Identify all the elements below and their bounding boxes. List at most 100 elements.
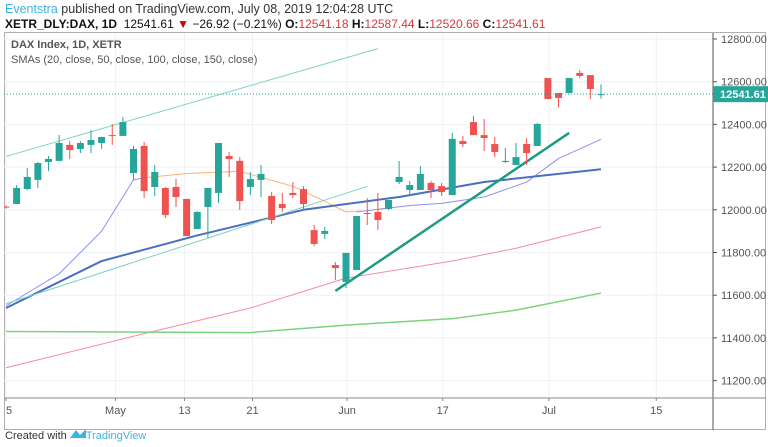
candle xyxy=(66,141,74,159)
candle xyxy=(427,180,435,199)
candle xyxy=(98,136,106,149)
trendline-support-trendline xyxy=(334,131,570,292)
x-tick-label: Jul xyxy=(542,405,556,417)
candle-body xyxy=(416,173,424,190)
candle xyxy=(119,116,127,136)
high-label: H: xyxy=(351,17,365,31)
candle-body xyxy=(363,213,371,215)
chart-legend: DAX Index, 1D, XETR SMAs (20, close, 50,… xyxy=(11,38,257,68)
y-tick-label: 12800.00 xyxy=(721,34,767,46)
candle xyxy=(321,227,329,240)
candle-body xyxy=(321,230,329,234)
candle xyxy=(34,161,42,189)
candle-body xyxy=(342,252,350,282)
candle xyxy=(193,211,201,230)
candle xyxy=(586,75,594,99)
candle-body xyxy=(533,123,541,146)
author-link[interactable]: Eventstra xyxy=(5,2,58,16)
last-price-badge xyxy=(713,86,768,103)
tradingview-link[interactable]: TradingView xyxy=(85,430,147,442)
footer: Created with TradingView xyxy=(5,428,146,442)
x-tick-label: 21 xyxy=(246,405,258,417)
candle-body xyxy=(586,75,594,89)
y-tick-label: 11600.00 xyxy=(721,290,766,302)
candle-body xyxy=(34,163,42,180)
candle-body xyxy=(331,265,339,269)
candle-body xyxy=(119,122,127,136)
candle xyxy=(13,185,21,205)
candle-body xyxy=(45,158,52,162)
candle xyxy=(533,122,541,146)
candle-body xyxy=(13,188,21,205)
candle xyxy=(512,142,520,165)
down-triangle-icon: ▼ xyxy=(177,17,189,31)
x-tick-label: May xyxy=(105,405,126,417)
y-tick-label: 11400.00 xyxy=(721,333,766,345)
candle xyxy=(268,191,276,225)
candle xyxy=(501,148,509,164)
y-tick-label: 12200.00 xyxy=(721,162,767,174)
x-tick-label: 5 xyxy=(6,405,12,417)
chart-frame xyxy=(4,32,766,430)
candle xyxy=(76,141,84,154)
candle-body xyxy=(555,93,562,98)
x-tick-label: 17 xyxy=(437,405,449,417)
legend-title: DAX Index, 1D, XETR xyxy=(11,39,122,51)
symbol-info: XETR_DLY:DAX, 1D 12541.61 ▼ −26.92 (−0.2… xyxy=(5,17,545,31)
candle-body xyxy=(491,144,499,152)
y-tick-label: 12000.00 xyxy=(721,205,767,217)
candle xyxy=(140,141,148,199)
candle xyxy=(246,172,254,196)
legend-studies[interactable]: SMAs (20, close, 50, close, 100, close, … xyxy=(11,54,258,66)
candle xyxy=(257,164,265,197)
candle-body xyxy=(374,211,382,221)
candle xyxy=(236,157,244,211)
candle-body xyxy=(183,198,191,237)
candle xyxy=(374,192,382,231)
candle xyxy=(225,151,233,177)
candle xyxy=(395,160,403,184)
candle xyxy=(278,192,286,212)
x-tick-label: 13 xyxy=(178,405,190,417)
candle-body xyxy=(385,199,392,209)
y-tick-label: 12600.00 xyxy=(721,77,767,89)
publish-text: published on TradingView.com, July 08, 2… xyxy=(57,2,394,16)
candle xyxy=(172,179,180,208)
sma-line xyxy=(356,138,602,213)
candle-body xyxy=(76,142,84,149)
x-tick-label: 15 xyxy=(650,405,662,417)
candle xyxy=(555,93,562,108)
candle-body xyxy=(523,144,531,154)
candle xyxy=(576,69,584,79)
candle-body xyxy=(406,185,414,190)
y-tick-label: 11800.00 xyxy=(721,248,766,260)
candle xyxy=(406,180,414,196)
candle-body xyxy=(565,78,573,94)
plot-area xyxy=(4,33,713,398)
sma-line xyxy=(5,226,602,369)
y-tick-label: 12400.00 xyxy=(721,119,767,131)
candle xyxy=(544,78,552,99)
candle xyxy=(161,186,169,218)
candle xyxy=(87,129,95,154)
open-value: 12541.18 xyxy=(298,17,349,31)
trendline-lower-channel xyxy=(5,185,368,305)
sma-line xyxy=(5,177,145,307)
candle xyxy=(130,145,137,180)
candle-body xyxy=(512,157,520,165)
candle xyxy=(215,142,222,203)
candle-body xyxy=(172,186,180,197)
candle xyxy=(342,252,350,288)
candle-body xyxy=(215,142,222,193)
candle xyxy=(597,84,605,99)
close-label: C: xyxy=(482,17,496,31)
y-tick-label: 11200.00 xyxy=(721,376,766,388)
candle xyxy=(565,78,573,94)
x-tick-label: Jun xyxy=(338,405,356,417)
candle-body xyxy=(87,139,95,145)
candle xyxy=(310,224,318,247)
candle-body xyxy=(4,206,10,208)
candle-body xyxy=(289,192,297,196)
candle-body xyxy=(278,204,286,209)
